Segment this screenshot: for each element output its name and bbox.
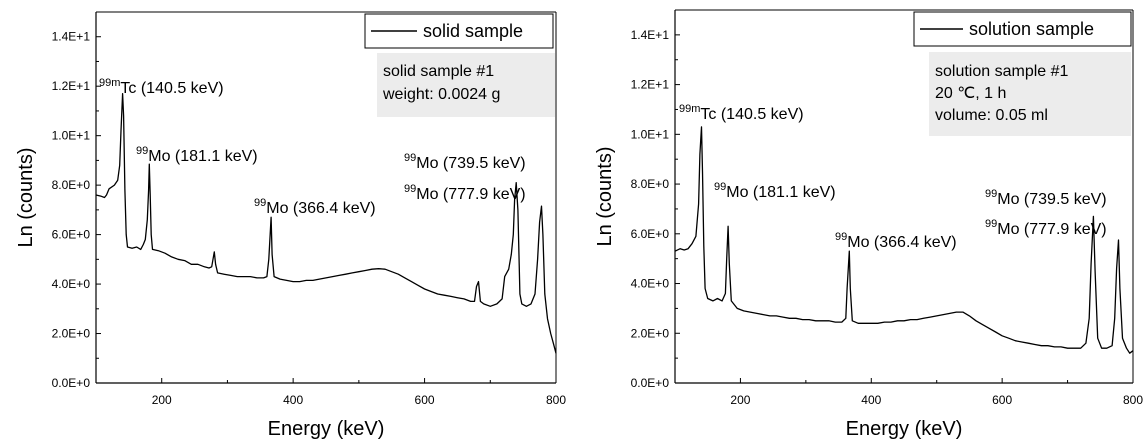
x-tick-label: 600 <box>415 393 435 407</box>
x-tick-label: 400 <box>283 393 303 407</box>
isotope-mass-number: 99 <box>404 183 416 195</box>
y-tick-label: 2.0E+0 <box>631 326 670 340</box>
x-tick-label: 800 <box>546 393 566 407</box>
y-tick-label: 2.0E+0 <box>52 327 91 341</box>
peak-label: Mo (739.5 keV) <box>997 191 1106 208</box>
peak-annotation: 99mTc (140.5 keV) <box>99 77 224 97</box>
y-tick-label: 1.0E+1 <box>631 127 670 141</box>
y-tick-label: 1.4E+1 <box>631 28 670 42</box>
peak-annotation: 99Mo (366.4 keV) <box>835 231 957 251</box>
y-tick-label: 1.0E+1 <box>52 129 91 143</box>
peak-label: Tc (140.5 keV) <box>120 80 223 97</box>
y-tick-label: 6.0E+0 <box>52 228 91 242</box>
y-tick-label: 6.0E+0 <box>631 227 670 241</box>
peak-annotation: 99Mo (181.1 keV) <box>714 181 836 201</box>
peak-annotation: 99Mo (777.9 keV) <box>985 218 1107 238</box>
peak-label: Mo (777.9 keV) <box>416 186 525 203</box>
sample-info-line: weight: 0.0024 g <box>382 86 500 103</box>
isotope-mass-number: 99 <box>985 188 997 200</box>
isotope-mass-number: 99m <box>679 103 700 115</box>
isotope-mass-number: 99 <box>404 152 416 164</box>
peak-label: Mo (181.1 keV) <box>148 148 257 165</box>
isotope-mass-number: 99 <box>254 197 266 209</box>
y-tick-label: 1.4E+1 <box>52 30 91 44</box>
peak-label: Mo (366.4 keV) <box>266 200 375 217</box>
y-tick-label: 1.2E+1 <box>52 79 91 93</box>
isotope-mass-number: 99m <box>99 77 120 89</box>
y-tick-label: 8.0E+0 <box>52 178 91 192</box>
legend-label: solution sample <box>969 19 1094 39</box>
x-tick-label: 200 <box>730 393 750 407</box>
peak-annotation: 99Mo (366.4 keV) <box>254 197 376 217</box>
isotope-mass-number: 99 <box>136 145 148 157</box>
x-tick-label: 800 <box>1123 393 1143 407</box>
chart-panel-2: 0.0E+0 2.0E+0 4.0E+0 6.0E+0 8.0E+0 1.0E+1 1.2E… <box>594 9 1143 439</box>
chart-panel-1: 0.0E+0 2.0E+0 4.0E+0 6.0E+0 8.0E+0 1.0E+1 1.2E… <box>15 11 566 439</box>
legend-label: solid sample <box>423 21 523 41</box>
spectrum-line <box>674 126 1134 354</box>
sample-info-box <box>377 53 555 117</box>
sample-info-line: 20 ℃, 1 h <box>935 85 1006 102</box>
y-tick-label: 1.2E+1 <box>631 78 670 92</box>
peak-label: Mo (739.5 keV) <box>416 155 525 172</box>
y-tick-label: 8.0E+0 <box>631 177 670 191</box>
x-tick-label: 400 <box>861 393 881 407</box>
y-tick-label: 0.0E+0 <box>631 376 670 390</box>
peak-label: Mo (366.4 keV) <box>847 234 956 251</box>
isotope-mass-number: 99 <box>985 218 997 230</box>
y-axis-title: Ln (counts) <box>594 146 616 246</box>
y-tick-label: 4.0E+0 <box>631 277 670 291</box>
y-tick-label: 0.0E+0 <box>52 376 91 390</box>
sample-info-line: volume: 0.05 ml <box>935 107 1048 124</box>
y-tick-label: 4.0E+0 <box>52 277 91 291</box>
peak-label: Tc (140.5 keV) <box>700 106 803 123</box>
x-axis-title: Energy (keV) <box>268 418 385 439</box>
isotope-mass-number: 99 <box>714 181 726 193</box>
peak-annotation: 99Mo (739.5 keV) <box>404 152 526 172</box>
peak-annotation: 99mTc (140.5 keV) <box>679 103 804 123</box>
peak-annotation: 99Mo (739.5 keV) <box>985 188 1107 208</box>
sample-info-line: solid sample #1 <box>383 63 494 80</box>
isotope-mass-number: 99 <box>835 231 847 243</box>
x-tick-label: 200 <box>152 393 172 407</box>
x-axis-title: Energy (keV) <box>846 418 963 439</box>
sample-info-box <box>929 52 1131 136</box>
peak-label: Mo (181.1 keV) <box>726 184 835 201</box>
spectrum-line <box>95 92 557 354</box>
peak-annotation: 99Mo (777.9 keV) <box>404 183 526 203</box>
sample-info-line: solution sample #1 <box>935 63 1069 80</box>
y-axis-title: Ln (counts) <box>15 147 37 247</box>
peak-annotation: 99Mo (181.1 keV) <box>136 145 258 165</box>
peak-label: Mo (777.9 keV) <box>997 221 1106 238</box>
x-tick-label: 600 <box>992 393 1012 407</box>
